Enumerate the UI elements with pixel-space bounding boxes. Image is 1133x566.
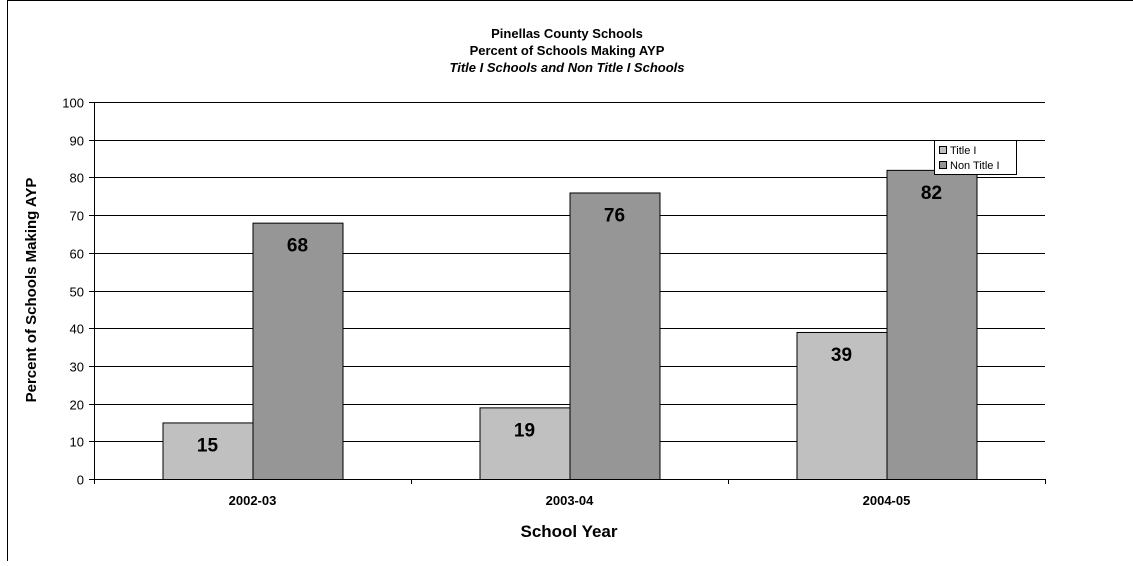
y-tick-label: 10: [70, 435, 84, 450]
data-label: 76: [604, 205, 625, 226]
bar-layer: [162, 169, 978, 481]
y-tick-label: 50: [70, 285, 84, 300]
data-label: 82: [921, 183, 942, 204]
bar-non-title-i-2004-05: [886, 169, 978, 481]
y-tick-label: 90: [70, 134, 84, 149]
data-label-layer: 15 68 19 76 39 82: [197, 183, 942, 457]
y-tick-label: 20: [70, 398, 84, 413]
data-label: 15: [197, 435, 219, 456]
legend-box: [934, 140, 1017, 175]
x-axis-label: School Year: [520, 522, 617, 541]
y-tick-label: 100: [62, 96, 84, 111]
legend-swatch-title-i: [939, 146, 947, 154]
y-tick-label: 0: [77, 473, 84, 488]
y-tick-label: 60: [70, 247, 84, 262]
legend-label-non-title-i: Non Title I: [950, 160, 1000, 172]
legend-swatch-non-title-i: [939, 161, 947, 169]
bar-title-i-2002-03: [162, 422, 254, 481]
legend-label-title-i: Title I: [950, 145, 977, 157]
data-label: 68: [287, 236, 308, 257]
legend: Title I Non Title I: [934, 140, 1017, 175]
y-axis-ticks: 0 10 20 30 40 50 60 70 80 90 100: [62, 96, 94, 488]
y-tick-label: 40: [70, 322, 84, 337]
y-tick-label: 70: [70, 209, 84, 224]
x-tick-label: 2002-03: [229, 493, 277, 508]
chart-subtitle-italic: Title I Schools and Non Title I Schools: [450, 60, 685, 75]
bar-non-title-i-2002-03: [252, 222, 344, 480]
bar-title-i-2003-04: [479, 407, 571, 480]
chart-subtitle: Percent of Schools Making AYP: [470, 43, 665, 58]
x-axis-ticks: 2002-03 2003-04 2004-05: [94, 479, 1046, 508]
bar-non-title-i-2003-04: [569, 192, 661, 480]
y-tick-label: 30: [70, 360, 84, 375]
y-axis-label: Percent of Schools Making AYP: [23, 178, 40, 403]
data-label: 19: [514, 420, 535, 441]
y-tick-label: 80: [70, 171, 84, 186]
data-label: 39: [831, 345, 852, 366]
chart-title: Pinellas County Schools: [491, 26, 643, 41]
x-tick-label: 2003-04: [546, 493, 594, 508]
bar-title-i-2004-05: [796, 331, 888, 480]
x-tick-label: 2004-05: [863, 493, 911, 508]
